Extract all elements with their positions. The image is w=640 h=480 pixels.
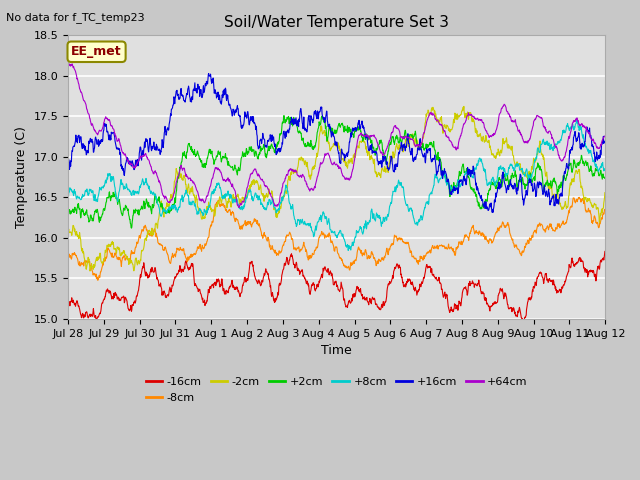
Line: +64cm: +64cm xyxy=(68,64,605,207)
-2cm xyxy=(601,190,609,195)
-16cm xyxy=(64,300,72,306)
Line: -16cm: -16cm xyxy=(68,252,605,321)
+16cm xyxy=(538,183,546,189)
+8cm xyxy=(490,179,498,184)
+2cm xyxy=(491,183,499,189)
-16cm xyxy=(420,275,428,280)
Y-axis label: Temperature (C): Temperature (C) xyxy=(15,126,28,228)
+2cm xyxy=(64,209,72,215)
+8cm xyxy=(420,208,428,214)
-8cm xyxy=(184,254,191,260)
+16cm xyxy=(491,197,499,203)
+64cm xyxy=(244,181,252,187)
-8cm xyxy=(420,253,428,259)
+16cm xyxy=(420,152,428,158)
+2cm xyxy=(127,225,135,231)
+64cm xyxy=(171,188,179,193)
-16cm xyxy=(601,249,609,254)
-8cm xyxy=(244,222,252,228)
Title: Soil/Water Temperature Set 3: Soil/Water Temperature Set 3 xyxy=(224,15,449,30)
+2cm xyxy=(280,113,288,119)
-8cm xyxy=(601,207,609,213)
+64cm xyxy=(64,64,72,70)
-16cm xyxy=(184,264,191,269)
+64cm xyxy=(420,130,428,135)
+2cm xyxy=(420,147,428,153)
-2cm xyxy=(184,185,191,191)
+2cm xyxy=(244,149,252,155)
Legend: -16cm, -8cm, -2cm, +2cm, +8cm, +16cm, +64cm: -16cm, -8cm, -2cm, +2cm, +8cm, +16cm, +6… xyxy=(141,373,532,407)
-16cm xyxy=(490,301,497,307)
-8cm xyxy=(94,277,102,283)
Line: +8cm: +8cm xyxy=(68,120,605,251)
+2cm xyxy=(601,175,609,181)
+8cm xyxy=(64,195,72,201)
X-axis label: Time: Time xyxy=(321,344,352,357)
-2cm xyxy=(171,178,179,184)
+8cm xyxy=(184,192,191,197)
-8cm xyxy=(171,251,179,257)
+64cm xyxy=(235,204,243,210)
+16cm xyxy=(244,109,252,115)
-2cm xyxy=(420,131,428,136)
-2cm xyxy=(86,268,94,274)
+16cm xyxy=(488,209,496,215)
+8cm xyxy=(538,142,545,147)
+16cm xyxy=(205,71,212,76)
+16cm xyxy=(184,92,191,97)
+8cm xyxy=(344,248,352,253)
+16cm xyxy=(170,96,178,101)
+64cm xyxy=(184,174,191,180)
-2cm xyxy=(244,189,252,194)
+64cm xyxy=(601,133,609,139)
+8cm xyxy=(244,192,252,198)
Line: -8cm: -8cm xyxy=(68,197,605,280)
Line: -2cm: -2cm xyxy=(68,107,605,271)
-2cm xyxy=(538,152,546,157)
-2cm xyxy=(460,104,468,109)
Line: +2cm: +2cm xyxy=(68,116,605,228)
-2cm xyxy=(64,229,72,235)
+16cm xyxy=(601,139,609,144)
-16cm xyxy=(170,276,178,282)
-8cm xyxy=(538,221,545,227)
-16cm xyxy=(519,318,527,324)
Text: No data for f_TC_temp23: No data for f_TC_temp23 xyxy=(6,12,145,23)
-16cm xyxy=(244,277,252,283)
-8cm xyxy=(64,252,72,258)
-2cm xyxy=(491,155,499,160)
-8cm xyxy=(490,235,498,240)
-16cm xyxy=(538,270,545,276)
+2cm xyxy=(538,169,546,175)
+8cm xyxy=(601,167,609,172)
+64cm xyxy=(491,132,499,138)
+64cm xyxy=(538,115,546,121)
+8cm xyxy=(170,202,178,208)
+2cm xyxy=(184,144,191,149)
+16cm xyxy=(64,161,72,167)
+64cm xyxy=(68,61,76,67)
+2cm xyxy=(171,195,179,201)
Text: EE_met: EE_met xyxy=(71,45,122,58)
-8cm xyxy=(575,194,583,200)
+8cm xyxy=(573,117,580,122)
Line: +16cm: +16cm xyxy=(68,73,605,212)
